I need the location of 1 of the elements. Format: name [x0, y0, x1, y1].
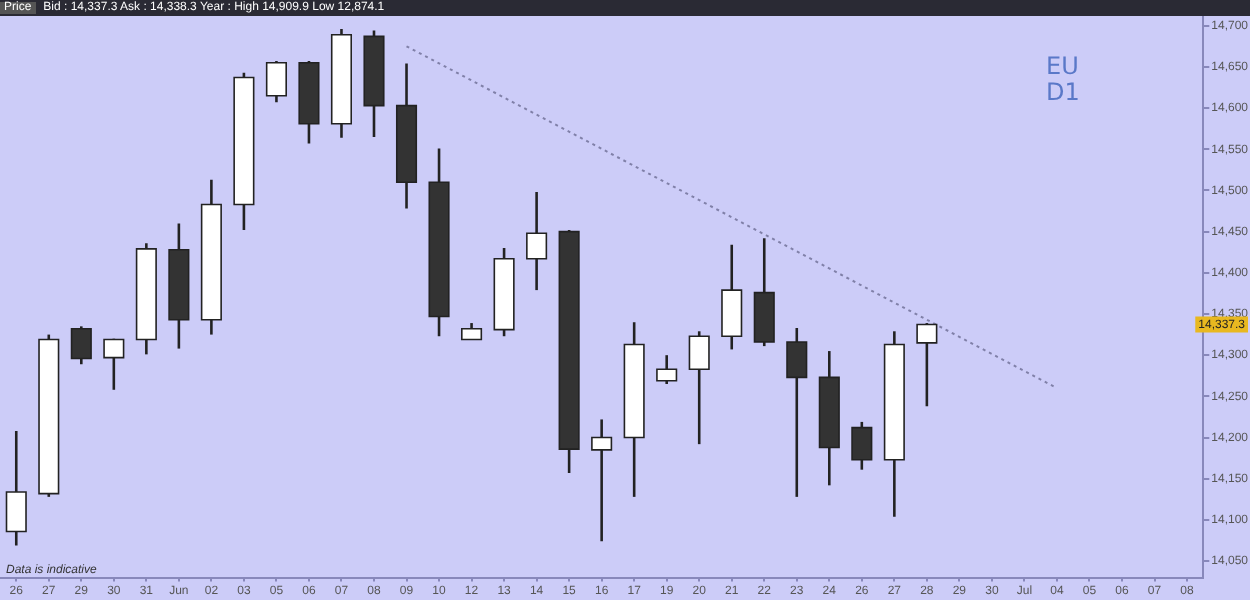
annotation: EU D1 — [1046, 52, 1080, 107]
